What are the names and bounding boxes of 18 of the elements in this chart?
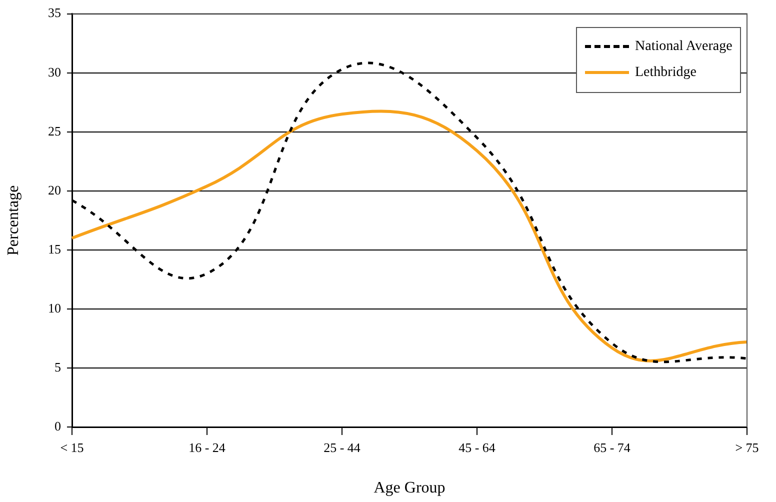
legend-label: Lethbridge	[635, 64, 696, 81]
y-tick-label: 10	[48, 300, 61, 316]
x-axis-title: Age Group	[374, 480, 446, 497]
x-tick-label: 45 - 64	[458, 440, 496, 456]
y-tick-label: 25	[48, 123, 61, 138]
y-axis-title: Percentage	[4, 185, 22, 256]
y-tick-label: 0	[54, 418, 61, 434]
x-tick-label: 65 - 74	[594, 440, 631, 456]
x-tick-label: 16 - 24	[188, 440, 226, 456]
y-tick-label: 15	[48, 241, 61, 256]
y-tick-label: 30	[48, 64, 61, 80]
x-tick-label: 25 - 44	[324, 440, 361, 456]
legend-label: National Average	[635, 38, 732, 55]
y-tick-label: 5	[54, 359, 61, 374]
y-tick-label: 35	[48, 5, 61, 20]
y-tick-label: 20	[48, 182, 61, 198]
x-tick-label: > 75	[735, 440, 759, 456]
x-tick-label: < 15	[60, 440, 84, 456]
